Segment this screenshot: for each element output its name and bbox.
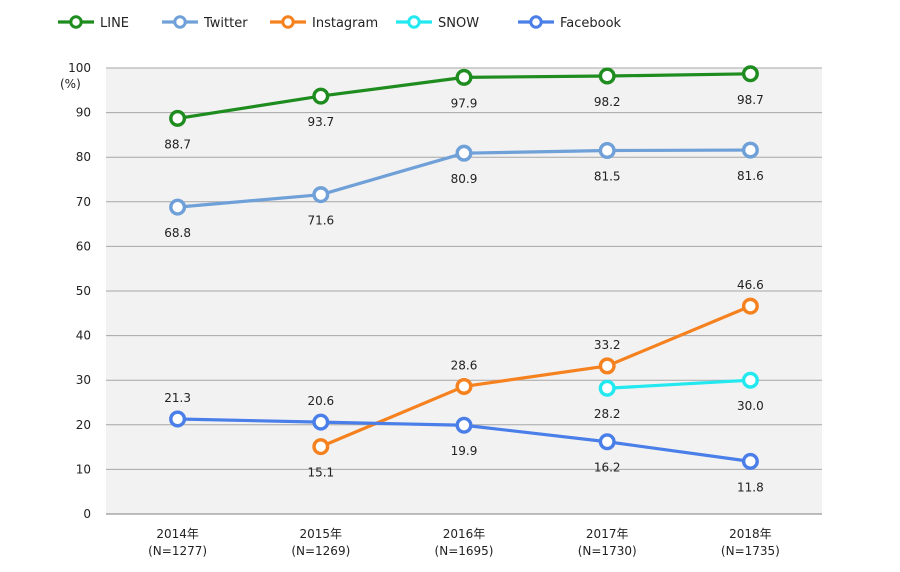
data-point-snow <box>741 371 759 389</box>
x-tick-label-year: 2015年 <box>300 527 343 541</box>
data-label-facebook: 20.6 <box>307 394 334 408</box>
data-point-facebook <box>598 433 616 451</box>
data-point-twitter <box>455 144 473 162</box>
legend-swatch-marker <box>173 15 187 29</box>
data-label-facebook: 16.2 <box>594 461 621 475</box>
series-line-instagram <box>320 304 752 449</box>
series-snow: 28.2 30.0 <box>594 371 764 421</box>
legend-swatch-marker <box>407 15 421 29</box>
legend-entry-facebook: Facebook <box>518 15 622 31</box>
data-label-snow: 28.2 <box>594 407 621 421</box>
data-point-facebook <box>455 416 473 434</box>
legend-swatch-marker <box>281 15 295 29</box>
y-tick-label: 10 <box>76 462 91 476</box>
data-point-line <box>312 87 330 105</box>
y-tick-label: 20 <box>76 418 91 432</box>
series-line: 88.7 93.7 97.9 98.2 98.7 <box>164 65 764 151</box>
legend-swatch-marker <box>529 15 543 29</box>
y-tick-label: 40 <box>76 329 91 343</box>
data-point-twitter <box>312 186 330 204</box>
data-point-twitter <box>741 141 759 159</box>
data-label-snow: 30.0 <box>737 399 764 413</box>
x-tick-label-year: 2016年 <box>443 527 486 541</box>
legend-label: Facebook <box>560 16 622 31</box>
data-label-instagram: 46.6 <box>737 278 764 292</box>
data-point-instagram <box>455 377 473 395</box>
legend-label: SNOW <box>438 16 479 31</box>
data-point-instagram <box>312 438 330 456</box>
data-point-instagram <box>598 357 616 375</box>
x-tick-label-n: (N=1730) <box>578 544 637 558</box>
x-tick-label-year: 2018年 <box>729 527 772 541</box>
x-tick-label-year: 2017年 <box>586 527 629 541</box>
data-label-instagram: 28.6 <box>451 358 478 372</box>
legend-entry-snow: SNOW <box>396 15 479 31</box>
series-facebook: 21.3 20.6 19.9 16.2 11.8 <box>164 391 764 494</box>
data-point-facebook <box>312 413 330 431</box>
data-label-facebook: 21.3 <box>164 391 191 405</box>
data-label-line: 98.2 <box>594 95 621 109</box>
data-point-snow <box>598 379 616 397</box>
data-label-line: 93.7 <box>307 115 334 129</box>
legend-label: LINE <box>100 16 129 31</box>
legend-label: Instagram <box>312 16 378 31</box>
y-tick-label: 70 <box>76 195 91 209</box>
data-point-facebook <box>169 410 187 428</box>
legend-entry-line: LINE <box>58 15 129 31</box>
data-label-facebook: 19.9 <box>451 444 478 458</box>
legend-label: Twitter <box>203 16 248 31</box>
data-point-twitter <box>598 142 616 160</box>
data-label-twitter: 81.6 <box>737 169 764 183</box>
data-label-twitter: 81.5 <box>594 170 621 184</box>
series-instagram: 15.1 28.6 33.2 46.6 <box>307 278 763 479</box>
legend: LINE Twitter Instagram SNOW Facebook <box>58 15 622 31</box>
legend-swatch-marker <box>69 15 83 29</box>
data-point-line <box>598 67 616 85</box>
y-unit-label: (%) <box>60 77 81 91</box>
y-tick-label: 90 <box>76 106 91 120</box>
y-tick-label: 30 <box>76 373 91 387</box>
data-label-instagram: 15.1 <box>307 466 334 480</box>
x-tick-label-n: (N=1695) <box>435 544 494 558</box>
series-layer: 88.7 93.7 97.9 98.2 98.7 68.8 71.6 80.9 81.5 81.6… <box>164 65 764 494</box>
x-tick-label-year: 2014年 <box>156 527 199 541</box>
series-twitter: 68.8 71.6 80.9 81.5 81.6 <box>164 141 764 240</box>
data-label-facebook: 11.8 <box>737 480 764 494</box>
x-tick-label-n: (N=1269) <box>291 544 350 558</box>
data-label-line: 97.9 <box>451 96 478 110</box>
legend-entry-twitter: Twitter <box>162 15 248 31</box>
series-line-snow <box>607 378 751 390</box>
data-point-line <box>741 65 759 83</box>
data-point-line <box>169 109 187 127</box>
data-label-line: 98.7 <box>737 93 764 107</box>
y-tick-label: 0 <box>83 507 91 521</box>
x-axis: 2014年 (N=1277) 2015年 (N=1269) 2016年 (N=1695) 2… <box>106 513 822 558</box>
data-label-line: 88.7 <box>164 137 191 151</box>
data-label-twitter: 80.9 <box>451 172 478 186</box>
y-tick-label: 80 <box>76 150 91 164</box>
data-point-twitter <box>169 198 187 216</box>
data-label-instagram: 33.2 <box>594 338 621 352</box>
data-point-facebook <box>741 452 759 470</box>
y-tick-label: 100 <box>68 61 91 75</box>
data-point-line <box>455 68 473 86</box>
y-tick-label: 50 <box>76 284 91 298</box>
data-label-twitter: 68.8 <box>164 226 191 240</box>
y-tick-label: 60 <box>76 239 91 253</box>
x-tick-label-n: (N=1735) <box>721 544 780 558</box>
y-axis: 0 10 20 30 40 50 60 70 80 90 100 (%) <box>60 61 91 521</box>
legend-entry-instagram: Instagram <box>270 15 378 31</box>
x-tick-label-n: (N=1277) <box>148 544 207 558</box>
data-label-twitter: 71.6 <box>307 214 334 228</box>
data-point-instagram <box>741 297 759 315</box>
